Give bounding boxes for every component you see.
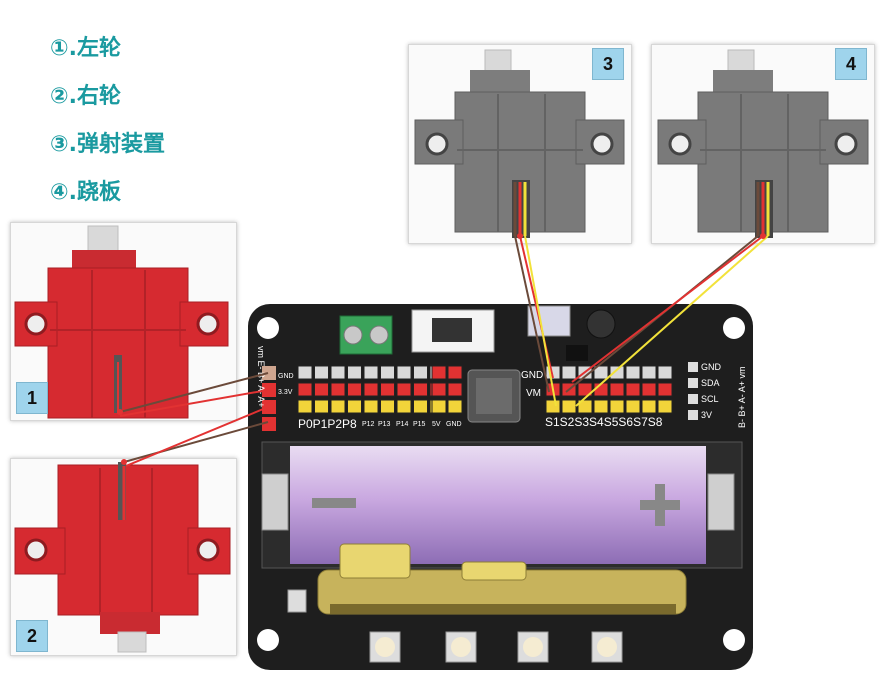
- header-pin: [363, 365, 379, 380]
- header-pin: [314, 399, 329, 414]
- label-p15: P15: [413, 421, 426, 428]
- servo-pin: [545, 399, 561, 414]
- header-pin: [314, 365, 329, 380]
- header-pin: [431, 399, 447, 414]
- label-gnd-mid: GND: [446, 421, 462, 428]
- header-pin: [297, 382, 313, 397]
- header-pin: [330, 365, 346, 380]
- header-pin: [297, 365, 313, 380]
- header-pin: [413, 399, 428, 414]
- servo-pin: [625, 365, 641, 380]
- label-gnd-left: GND: [278, 373, 294, 380]
- servo-pin: [657, 382, 673, 397]
- label-right-3v: 3V: [701, 410, 712, 420]
- header-pin: [396, 382, 412, 397]
- servo-pin: [641, 399, 657, 414]
- legend-right-wheel: ②.右轮: [50, 84, 121, 109]
- battery-plus-v: [655, 484, 665, 526]
- header-pin: [431, 365, 447, 380]
- label-left-vertical: vm E- B+ A- A+: [256, 346, 266, 408]
- servo-3-grey: [414, 49, 625, 238]
- servo-pin: [561, 365, 577, 380]
- label-right-sda: SDA: [701, 378, 720, 388]
- label-p13: P13: [378, 421, 391, 428]
- header-pin: [380, 399, 395, 414]
- header-pin: [447, 365, 463, 380]
- label-right-gnd: GND: [701, 362, 722, 372]
- label-p12: P12: [362, 421, 375, 428]
- header-pin: [330, 399, 346, 414]
- badge-3: 3: [592, 48, 624, 80]
- label-gnd-servo: GND: [521, 370, 543, 381]
- legend-seesaw: ④.跷板: [50, 180, 121, 205]
- header-pin: [297, 399, 313, 414]
- header-pin: [380, 365, 395, 380]
- badge-4: 4: [835, 48, 867, 80]
- header-pin: [447, 399, 463, 414]
- pin-rows: [297, 365, 673, 414]
- badge-2: 2: [16, 620, 48, 652]
- board-buttons: [287, 589, 623, 663]
- header-pin: [380, 382, 395, 397]
- servo-pin: [609, 399, 625, 414]
- servo-pin: [609, 365, 625, 380]
- label-vm: VM: [526, 388, 541, 399]
- header-pin: [347, 382, 362, 397]
- servo-pin: [593, 399, 609, 414]
- left-header-pins: [262, 366, 276, 431]
- header-pin: [413, 382, 428, 397]
- header-pin: [396, 365, 412, 380]
- servo-pin: [625, 382, 641, 397]
- header-pin: [363, 382, 379, 397]
- label-right-scl: SCL: [701, 394, 719, 404]
- servo-pin: [657, 399, 673, 414]
- servo-pin: [625, 399, 641, 414]
- header-pin: [347, 365, 362, 380]
- header-pin: [447, 382, 463, 397]
- legend-launcher: ③.弹射装置: [50, 132, 165, 157]
- header-pin: [431, 382, 447, 397]
- servo-2-red: [14, 462, 231, 653]
- label-5v: 5V: [432, 421, 441, 428]
- header-pin: [396, 399, 412, 414]
- battery-minus: [312, 498, 356, 508]
- servo-pin: [577, 382, 593, 397]
- label-p14: P14: [396, 421, 409, 428]
- header-pin: [363, 399, 379, 414]
- label-3v3: 3.3V: [278, 389, 293, 396]
- servo-pin: [641, 365, 657, 380]
- header-pin: [413, 365, 428, 380]
- servo-4-grey: [657, 49, 869, 238]
- label-right-vertical: B- B+ A- A+ vm: [737, 366, 747, 428]
- servo-pin: [593, 365, 609, 380]
- wires: [117, 233, 769, 467]
- label-pins-big: P0P1P2P8: [298, 417, 357, 431]
- servo-pin: [657, 365, 673, 380]
- servo-pin: [577, 399, 593, 414]
- right-header-pins: [688, 362, 698, 420]
- legend-left-wheel: ①.左轮: [50, 36, 121, 61]
- header-pin: [347, 399, 362, 414]
- badge-1: 1: [16, 382, 48, 414]
- servo-1-red: [14, 225, 229, 419]
- header-pin: [330, 382, 346, 397]
- header-pin: [314, 382, 329, 397]
- driver-board: GND 3.3V P0P1P2P8 P12 P13 P14 P15 5V GND…: [248, 304, 753, 670]
- servo-pin: [609, 382, 625, 397]
- label-servos: S1S2S3S4S5S6S7S8: [545, 415, 663, 429]
- servo-pin: [641, 382, 657, 397]
- servo-pin: [561, 399, 577, 414]
